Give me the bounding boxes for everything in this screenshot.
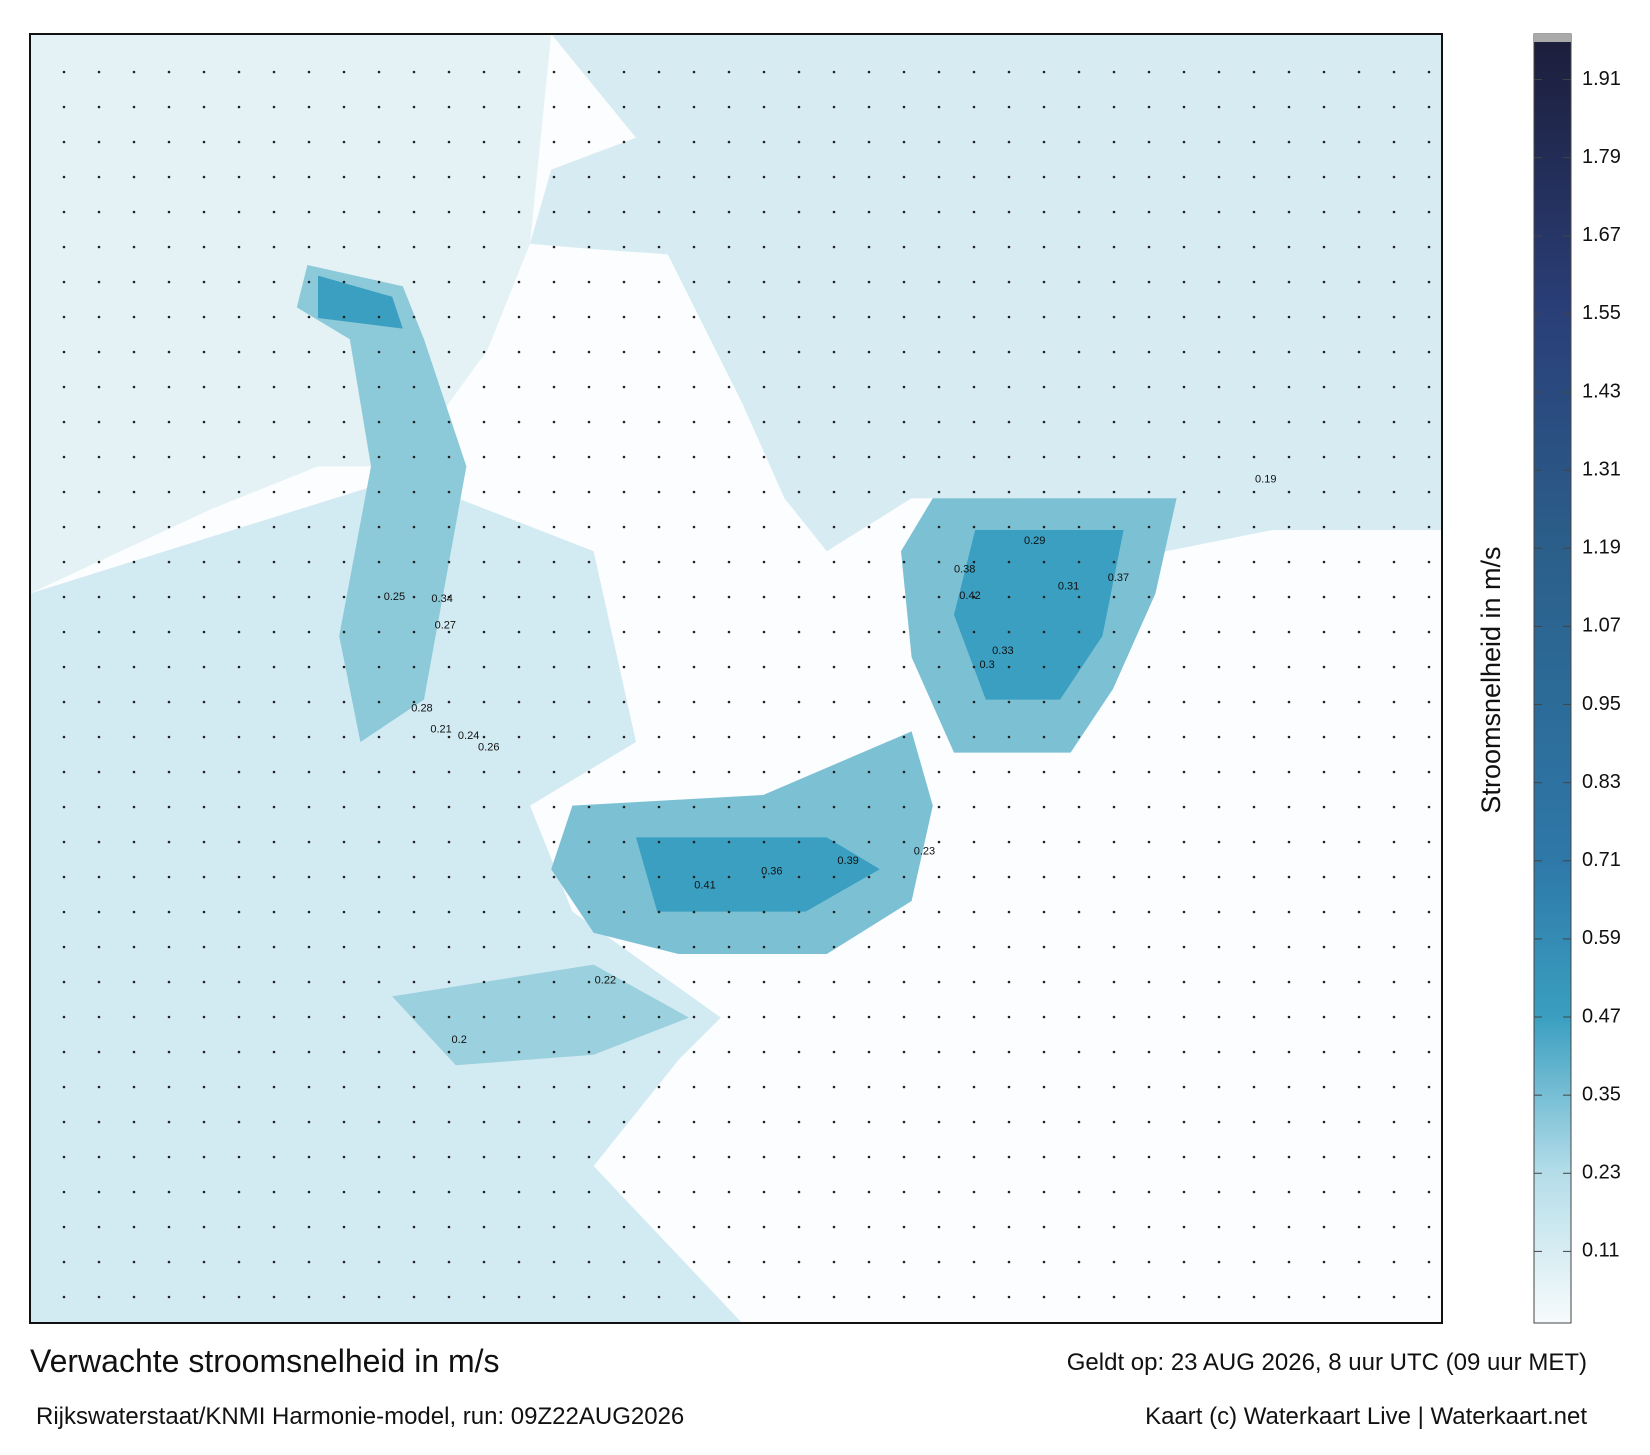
colorbar-tick-label: 0.71 [1582, 849, 1621, 871]
colorbar-cap [1534, 34, 1571, 42]
speed-label: 0.24 [458, 730, 479, 742]
colorbar-tick-label: 1.19 [1582, 537, 1621, 559]
colorbar-tick-label: 1.79 [1582, 146, 1621, 168]
speed-label: 0.19 [1255, 473, 1276, 485]
speed-label: 0.31 [1058, 580, 1079, 592]
colorbar-tick-label: 0.59 [1582, 927, 1621, 949]
colorbar-tick-label: 0.35 [1582, 1083, 1621, 1105]
colorbar-tick-label: 1.43 [1582, 380, 1621, 402]
valid-time: Geldt op: 23 AUG 2026, 8 uur UTC (09 uur… [1067, 1349, 1587, 1376]
title: Verwachte stroomsnelheid in m/s [30, 1343, 500, 1379]
speed-label: 0.21 [430, 723, 451, 735]
speed-label: 0.28 [411, 702, 432, 714]
speed-label: 0.22 [595, 975, 616, 987]
speed-label: 0.23 [914, 845, 935, 857]
colorbar-tick-label: 1.67 [1582, 224, 1621, 246]
speed-label: 0.39 [837, 855, 858, 867]
map: 0.42 0.41 0.39 0.38 0.37 0.36 0.34 0.33 0.31 0.3 0… [30, 34, 1442, 1323]
speed-label: 0.27 [435, 620, 456, 632]
speed-label: 0.37 [1108, 572, 1129, 584]
colorbar-tick-label: 0.83 [1582, 771, 1621, 793]
colorbar-tick-label: 1.07 [1582, 615, 1621, 637]
colorbar-tick-label: 1.31 [1582, 458, 1621, 480]
colorbar-label: Stroomsnelheid in m/s [1476, 546, 1506, 813]
speed-label: 0.38 [954, 563, 975, 575]
speed-label: 0.41 [694, 879, 715, 891]
speed-label: 0.34 [431, 593, 452, 605]
colorbar-tick-label: 0.23 [1582, 1162, 1621, 1184]
speed-label: 0.3 [979, 659, 994, 671]
speed-label: 0.33 [992, 645, 1013, 657]
colorbar-tick-label: 0.47 [1582, 1005, 1621, 1027]
colorbar-tick-label: 1.55 [1582, 302, 1621, 324]
speed-label: 0.25 [384, 591, 405, 603]
speed-label: 0.36 [761, 866, 782, 878]
model-run: Rijkswaterstaat/KNMI Harmonie-model, run… [36, 1403, 684, 1430]
colorbar-tick-label: 0.11 [1582, 1240, 1619, 1262]
speed-label: 0.2 [452, 1034, 467, 1046]
credit: Kaart (c) Waterkaart Live | Waterkaart.n… [1145, 1403, 1587, 1430]
speed-label: 0.42 [959, 590, 980, 602]
map-frame [29, 33, 1443, 1324]
colorbar [1533, 33, 1572, 1324]
speed-label: 0.26 [478, 741, 499, 753]
speed-label: 0.29 [1024, 535, 1045, 547]
colorbar-tick-label: 1.91 [1582, 68, 1621, 90]
colorbar-tick-label: 0.95 [1582, 693, 1621, 715]
